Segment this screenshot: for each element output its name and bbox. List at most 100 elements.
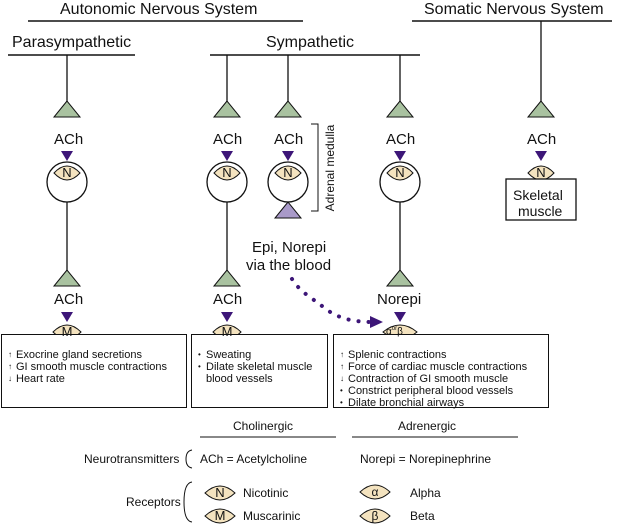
symp3-ganglion-n: N <box>395 165 405 180</box>
symp2-pre-terminal <box>273 100 303 118</box>
effect-text: Splenic contractions <box>348 349 447 361</box>
legend-neurotransmitters: Neurotransmitters <box>84 452 180 466</box>
symp3-pre-terminal <box>385 100 415 118</box>
somatic-receptor-n: N <box>536 165 546 180</box>
para-muscarinic-m: M <box>61 324 73 339</box>
legend-muscarinic-icon <box>204 508 236 524</box>
effect-text: Contraction of GI smooth muscle <box>348 373 509 385</box>
legend-norepi-def: Norepi = Norepinephrine <box>360 452 492 466</box>
effect-text: Dilate skeletal muscle <box>206 361 313 373</box>
legend-beta-symbol: β <box>371 509 379 523</box>
legend-nicotinic-label: Nicotinic <box>243 486 289 500</box>
symp1-post-terminal <box>212 269 242 287</box>
effect-text: Heart rate <box>16 373 65 385</box>
somatic-terminal <box>526 100 556 118</box>
blood-route-dots <box>290 277 374 324</box>
skeletal-muscle-box <box>505 178 577 221</box>
effect-item: • Constrict peripheral blood vessels <box>340 385 544 397</box>
para-pre-terminal <box>52 100 82 118</box>
effect-item: • Dilate bronchial airways <box>340 397 544 409</box>
effect-item: • Sweating <box>198 349 323 361</box>
symp1-effector-arrow <box>221 312 233 322</box>
somatic-release-arrow <box>535 151 547 161</box>
para-release-arrow <box>61 151 73 161</box>
para-effector-arrow <box>61 312 73 322</box>
symp3-nicotinic-receptor <box>386 165 414 181</box>
effect-item: ↑ Exocrine gland secretions <box>8 349 182 361</box>
legend-muscarinic-label: Muscarinic <box>243 509 301 523</box>
effect-item: ↑ Splenic contractions <box>340 349 544 361</box>
receptors-brace <box>183 481 193 523</box>
effect-item: blood vessels <box>198 373 323 385</box>
effect-text: Constrict peripheral blood vessels <box>348 385 514 397</box>
legend-ach-def: ACh = Acetylcholine <box>200 452 308 466</box>
effect-text: Sweating <box>206 349 252 361</box>
somatic-ach-label: ACh <box>527 131 557 148</box>
via-blood-label: via the blood <box>246 257 332 274</box>
effect-item: ↓ Heart rate <box>8 373 182 385</box>
para-nicotinic-receptor <box>53 165 81 181</box>
adrenal-nicotinic-receptor <box>274 165 302 181</box>
neurotransmitters-brace <box>185 449 193 469</box>
beta-symbol: β <box>397 326 403 338</box>
symp1-pre-ach-label: ACh <box>213 131 243 148</box>
alpha-symbol: α <box>386 326 392 338</box>
para-post-terminal <box>52 269 82 287</box>
symp3-post-norepi-label: Norepi <box>377 291 422 308</box>
effect-text: Force of cardiac muscle contractions <box>348 361 528 373</box>
skeletal-muscle-line1: Skeletal <box>513 187 563 203</box>
legend-nicotinic-icon <box>204 485 236 501</box>
symp3-release-arrow <box>394 151 406 161</box>
effect-text: Dilate bronchial airways <box>348 397 465 409</box>
effect-marker: ↑ <box>340 350 344 359</box>
effect-marker: ↑ <box>8 350 12 359</box>
symp3-post-terminal <box>385 269 415 287</box>
effect-item: ↑ GI smooth muscle contractions <box>8 361 182 373</box>
legend-adrenergic: Adrenergic <box>398 419 457 433</box>
effect-marker: • <box>340 386 343 395</box>
symp3-alpha-or-beta: αorβ <box>386 326 403 337</box>
symp2-pre-ach-label: ACh <box>274 131 304 148</box>
para-ganglion-n: N <box>62 165 72 180</box>
legend-nicotinic-n: N <box>215 485 225 500</box>
skeletal-muscle-line2: muscle <box>518 203 563 219</box>
epi-norepi-label: Epi, Norepi <box>252 239 327 256</box>
effect-marker: ↓ <box>8 374 12 383</box>
symp1-post-ach-label: ACh <box>213 291 243 308</box>
legend-receptors: Receptors <box>126 495 181 509</box>
symp1-pre-terminal <box>212 100 242 118</box>
sympathetic-adrenergic-effects-box: ↑ Splenic contractions ↑ Force of cardiac m… <box>333 334 549 409</box>
para-post-ach-label: ACh <box>54 291 84 308</box>
legend-muscarinic-m: M <box>214 508 226 523</box>
symp1-nicotinic-receptor <box>213 165 241 181</box>
legend-alpha-label: Alpha <box>410 486 441 500</box>
legend-beta-label: Beta <box>410 509 435 523</box>
effect-marker: • <box>198 362 201 371</box>
sympathetic-title: Sympathetic <box>266 34 355 51</box>
symp3-pre-ach-label: ACh <box>386 131 416 148</box>
adrenal-medulla-label: Adrenal medulla <box>323 124 337 212</box>
somatic-title: Somatic Nervous System <box>424 1 604 18</box>
legend-alpha-symbol: α <box>371 485 379 499</box>
adrenal-output-terminal <box>273 201 303 219</box>
legend-alpha-icon <box>359 484 391 500</box>
effect-marker: ↑ <box>340 362 344 371</box>
symp1-release-arrow <box>221 151 233 161</box>
symp1-muscarinic-m: M <box>221 324 233 339</box>
effect-text: GI smooth muscle contractions <box>16 361 168 373</box>
effect-item: • Dilate skeletal muscle <box>198 361 323 373</box>
symp3-effector-arrow <box>394 312 406 322</box>
para-pre-ach-label: ACh <box>54 131 84 148</box>
parasympathetic-effects-box: ↑ Exocrine gland secretions ↑ GI smooth mus… <box>1 334 187 408</box>
adrenal-cell-n: N <box>283 165 293 180</box>
effect-marker: • <box>198 350 201 359</box>
effect-item: ↑ Force of cardiac muscle contractions <box>340 361 544 373</box>
effect-text: Exocrine gland secretions <box>16 349 142 361</box>
sympathetic-cholinergic-effects-box: • Sweating • Dilate skeletal muscle blood ve… <box>191 334 328 408</box>
effect-marker: ↑ <box>8 362 12 371</box>
legend-beta-icon <box>359 508 391 524</box>
symp2-release-arrow <box>282 151 294 161</box>
adrenal-medulla-bracket <box>311 123 319 212</box>
effect-item: ↓ Contraction of GI smooth muscle <box>340 373 544 385</box>
